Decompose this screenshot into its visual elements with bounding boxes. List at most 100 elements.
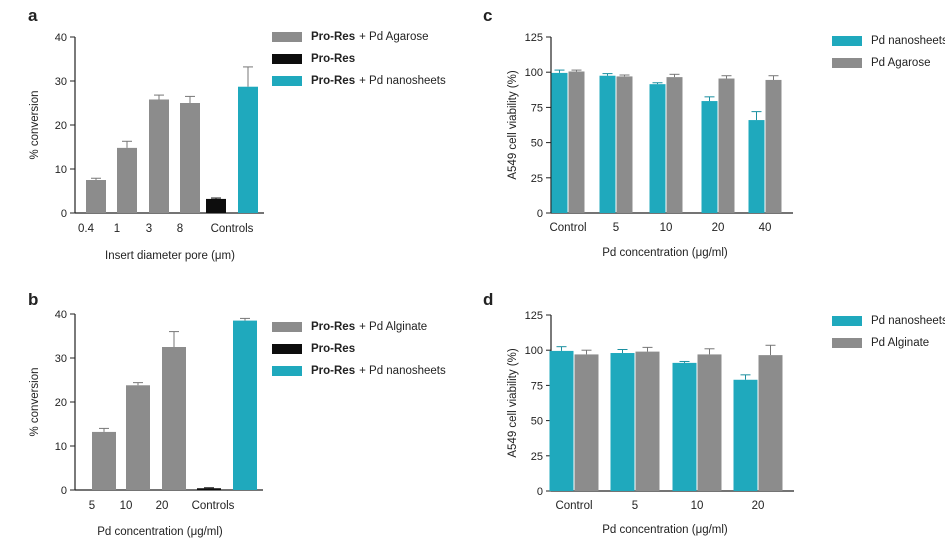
y-axis-label: A549 cell viability (%): [507, 70, 519, 179]
legend-swatch: [832, 58, 862, 68]
bar: [616, 76, 633, 213]
y-axis-label: % conversion: [29, 367, 41, 436]
x-tick-label: 20: [156, 500, 169, 512]
x-tick-label: Control: [549, 222, 586, 234]
x-tick-label: Controls: [211, 223, 254, 235]
chart-b-conversion-vs-concentration: 0 10 20 30 40 % conversion Pd concentration (μ…: [29, 309, 263, 538]
x-tick-label: 10: [660, 222, 673, 234]
legend-item: Pro-Res + Pd nanosheets: [272, 70, 446, 92]
y-tick-label: 30: [55, 76, 67, 88]
legend-swatch: [272, 366, 302, 376]
y-axis-label: A549 cell viability (%): [507, 348, 519, 457]
legend-label-bold: Pro-Res: [311, 75, 356, 87]
legend-swatch: [272, 32, 302, 42]
y-tick-label: 25: [531, 451, 543, 463]
bar: [758, 355, 783, 491]
bar: [649, 84, 666, 213]
bar: [86, 180, 106, 213]
y-axis-label: % conversion: [29, 90, 41, 159]
legend-item: Pro-Res: [272, 338, 446, 360]
legend-swatch: [832, 338, 862, 348]
legend-swatch: [832, 36, 862, 46]
chart-a-conversion-vs-pore: 0 10 20 30 40 % conversion Insert diameter por…: [29, 32, 264, 262]
y-tick-label: 75: [531, 102, 543, 114]
y-tick-label: 0: [537, 208, 543, 220]
legend-label: + Pd Alginate: [359, 321, 428, 333]
x-axis-label: Insert diameter pore (μm): [105, 250, 235, 262]
x-tick-label: Controls: [192, 500, 235, 512]
bar: [765, 79, 782, 213]
legend-swatch: [272, 322, 302, 332]
bar: [568, 71, 585, 213]
bar: [197, 488, 221, 490]
x-tick-label: 10: [691, 500, 704, 512]
y-tick-label: 25: [531, 173, 543, 185]
bar: [718, 78, 735, 213]
bar: [551, 72, 568, 214]
y-tick-label: 10: [55, 441, 67, 453]
bar: [697, 354, 722, 491]
bar: [635, 351, 660, 491]
legend-label-bold: Pro-Res: [311, 53, 356, 65]
legend-label: Pd nanosheets: [871, 315, 945, 327]
x-tick-label: 5: [89, 500, 95, 512]
bar: [672, 362, 697, 491]
legend-swatch: [272, 344, 302, 354]
bar: [599, 75, 616, 213]
chart-d-viability-alginate: 0 25 50 75 100 125 A549 cell viability (%) Pd c…: [507, 310, 794, 536]
y-tick-label: 20: [55, 397, 67, 409]
legend-item: Pro-Res + Pd Alginate: [272, 316, 446, 338]
bar: [748, 120, 765, 213]
panel-letter-a: a: [28, 6, 38, 25]
legend-label: + Pd nanosheets: [359, 75, 446, 87]
x-tick-label: 20: [712, 222, 725, 234]
y-tick-label: 75: [531, 380, 543, 392]
bar: [238, 86, 258, 213]
legend-item: Pd nanosheets: [832, 310, 945, 332]
bar: [92, 431, 116, 490]
y-tick-label: 0: [537, 486, 543, 498]
y-tick-label: 100: [525, 67, 543, 79]
legend-item: Pro-Res + Pd nanosheets: [272, 360, 446, 382]
x-tick-label: 0.4: [78, 223, 95, 235]
legend-label: + Pd Agarose: [359, 31, 429, 43]
x-tick-label: 1: [114, 223, 120, 235]
bar: [574, 354, 599, 491]
legend-b: Pro-Res + Pd Alginate Pro-Res Pro-Res + Pd…: [272, 316, 446, 382]
y-tick-label: 100: [525, 345, 543, 357]
legend-label: Pd Agarose: [871, 57, 931, 69]
y-tick-label: 40: [55, 309, 67, 321]
x-tick-label: 20: [752, 500, 765, 512]
legend-label: + Pd nanosheets: [359, 365, 446, 377]
legend-label-bold: Pro-Res: [311, 321, 356, 333]
legend-swatch: [272, 76, 302, 86]
bar: [126, 385, 150, 490]
x-tick-label: 5: [613, 222, 619, 234]
bar: [701, 101, 718, 213]
legend-label-bold: Pro-Res: [311, 343, 356, 355]
bar: [162, 347, 186, 490]
y-tick-label: 0: [61, 208, 67, 220]
y-tick-label: 40: [55, 32, 67, 44]
bar: [117, 147, 137, 213]
x-axis-label: Pd concentration (μg/ml): [602, 247, 728, 259]
bar: [733, 379, 758, 491]
legend-label: Pd nanosheets: [871, 35, 945, 47]
legend-d: Pd nanosheets Pd Alginate: [832, 310, 945, 354]
bar: [206, 198, 226, 213]
bar: [180, 103, 200, 213]
x-tick-label: 10: [120, 500, 133, 512]
bar: [149, 99, 169, 213]
y-tick-label: 125: [525, 32, 543, 44]
legend-swatch: [832, 316, 862, 326]
legend-item: Pro-Res: [272, 48, 446, 70]
x-axis-label: Pd concentration (μg/ml): [602, 524, 728, 536]
x-axis-label: Pd concentration (μg/ml): [97, 526, 223, 538]
legend-c: Pd nanosheets Pd Agarose: [832, 30, 945, 74]
y-tick-label: 50: [531, 416, 543, 428]
legend-item: Pro-Res + Pd Agarose: [272, 26, 446, 48]
x-tick-label: Control: [555, 500, 592, 512]
y-tick-label: 10: [55, 164, 67, 176]
y-tick-label: 0: [61, 485, 67, 497]
legend-item: Pd Alginate: [832, 332, 945, 354]
